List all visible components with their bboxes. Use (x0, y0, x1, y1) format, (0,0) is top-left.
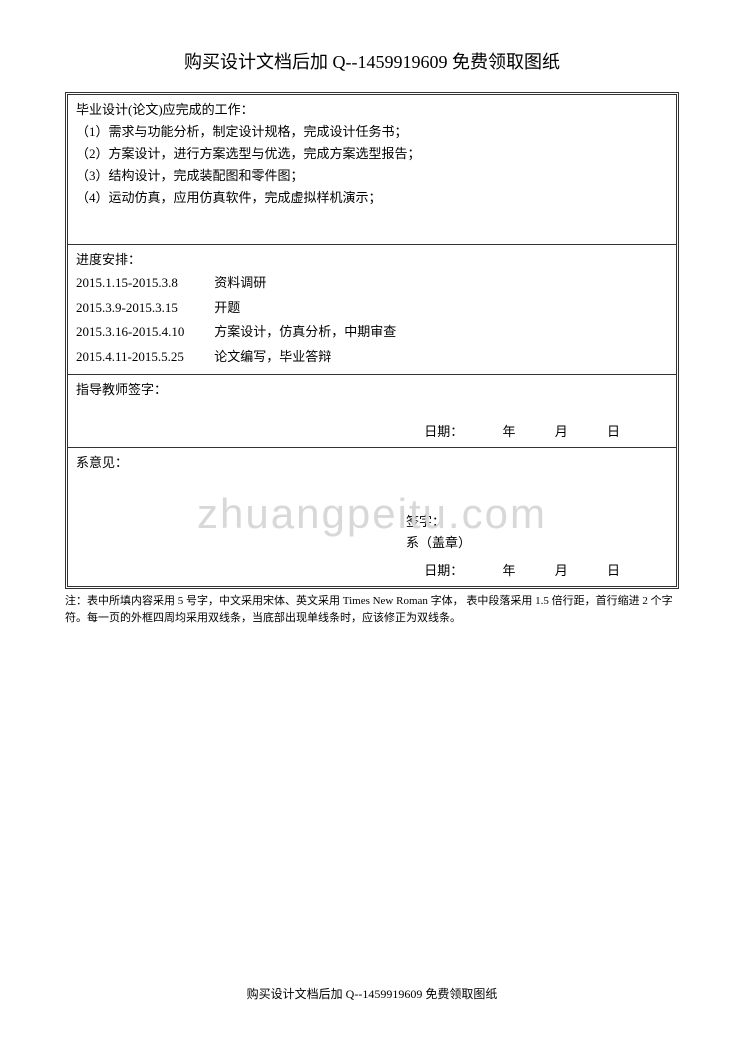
schedule-date: 2015.4.11-2015.5.25 (76, 345, 211, 370)
department-opinion-label: 系意见： (76, 452, 668, 474)
date-label: 日期： (424, 424, 463, 439)
page-header: 购买设计文档后加 Q--1459919609 免费领取图纸 (0, 0, 744, 92)
stamp-label: 系（盖章） (406, 533, 668, 554)
day-label: 日 (607, 563, 620, 578)
schedule-task: 开题 (214, 300, 240, 315)
day-label: 日 (607, 424, 620, 439)
schedule-date: 2015.1.15-2015.3.8 (76, 271, 211, 296)
teacher-signature-label: 指导教师签字： (76, 379, 668, 401)
schedule-date: 2015.3.16-2015.4.10 (76, 320, 211, 345)
date-label: 日期： (424, 563, 463, 578)
teacher-date-line: 日期： 年 月 日 (76, 421, 668, 443)
department-signature-block: 签字： 系（盖章） (76, 512, 668, 554)
schedule-row: 2015.1.15-2015.3.8 资料调研 (76, 271, 668, 296)
schedule-task: 论文编写，毕业答辩 (214, 349, 331, 364)
signature-label: 签字： (406, 512, 668, 533)
task-item: （2）方案设计，进行方案选型与优选，完成方案选型报告； (76, 143, 668, 165)
task-item: （1）需求与功能分析，制定设计规格，完成设计任务书； (76, 121, 668, 143)
schedule-row: 2015.3.9-2015.3.15 开题 (76, 296, 668, 321)
task-item: （3）结构设计，完成装配图和零件图； (76, 165, 668, 187)
department-opinion-section: 系意见： 签字： 系（盖章） 日期： 年 月 日 (68, 448, 676, 586)
tasks-title: 毕业设计(论文)应完成的工作： (76, 99, 668, 121)
footnote-text: 注：表中所填内容采用 5 号字，中文采用宋体、英文采用 Times New Ro… (65, 593, 679, 628)
year-label: 年 (502, 424, 515, 439)
month-label: 月 (555, 424, 568, 439)
schedule-row: 2015.4.11-2015.5.25 论文编写，毕业答辩 (76, 345, 668, 370)
schedule-title: 进度安排： (76, 249, 668, 271)
page-footer: 购买设计文档后加 Q--1459919609 免费领取图纸 (0, 985, 744, 1002)
department-date-line: 日期： 年 月 日 (76, 560, 668, 582)
tasks-section: 毕业设计(论文)应完成的工作： （1）需求与功能分析，制定设计规格，完成设计任务… (68, 95, 676, 245)
schedule-date: 2015.3.9-2015.3.15 (76, 296, 211, 321)
schedule-task: 资料调研 (214, 275, 266, 290)
task-item: （4）运动仿真，应用仿真软件，完成虚拟样机演示； (76, 187, 668, 209)
schedule-section: 进度安排： 2015.1.15-2015.3.8 资料调研 2015.3.9-2… (68, 245, 676, 375)
schedule-row: 2015.3.16-2015.4.10 方案设计，仿真分析，中期审查 (76, 320, 668, 345)
teacher-signature-section: 指导教师签字： 日期： 年 月 日 (68, 375, 676, 448)
main-form-table: 毕业设计(论文)应完成的工作： （1）需求与功能分析，制定设计规格，完成设计任务… (65, 92, 679, 589)
year-label: 年 (502, 563, 515, 578)
month-label: 月 (555, 563, 568, 578)
schedule-task: 方案设计，仿真分析，中期审查 (214, 324, 396, 339)
